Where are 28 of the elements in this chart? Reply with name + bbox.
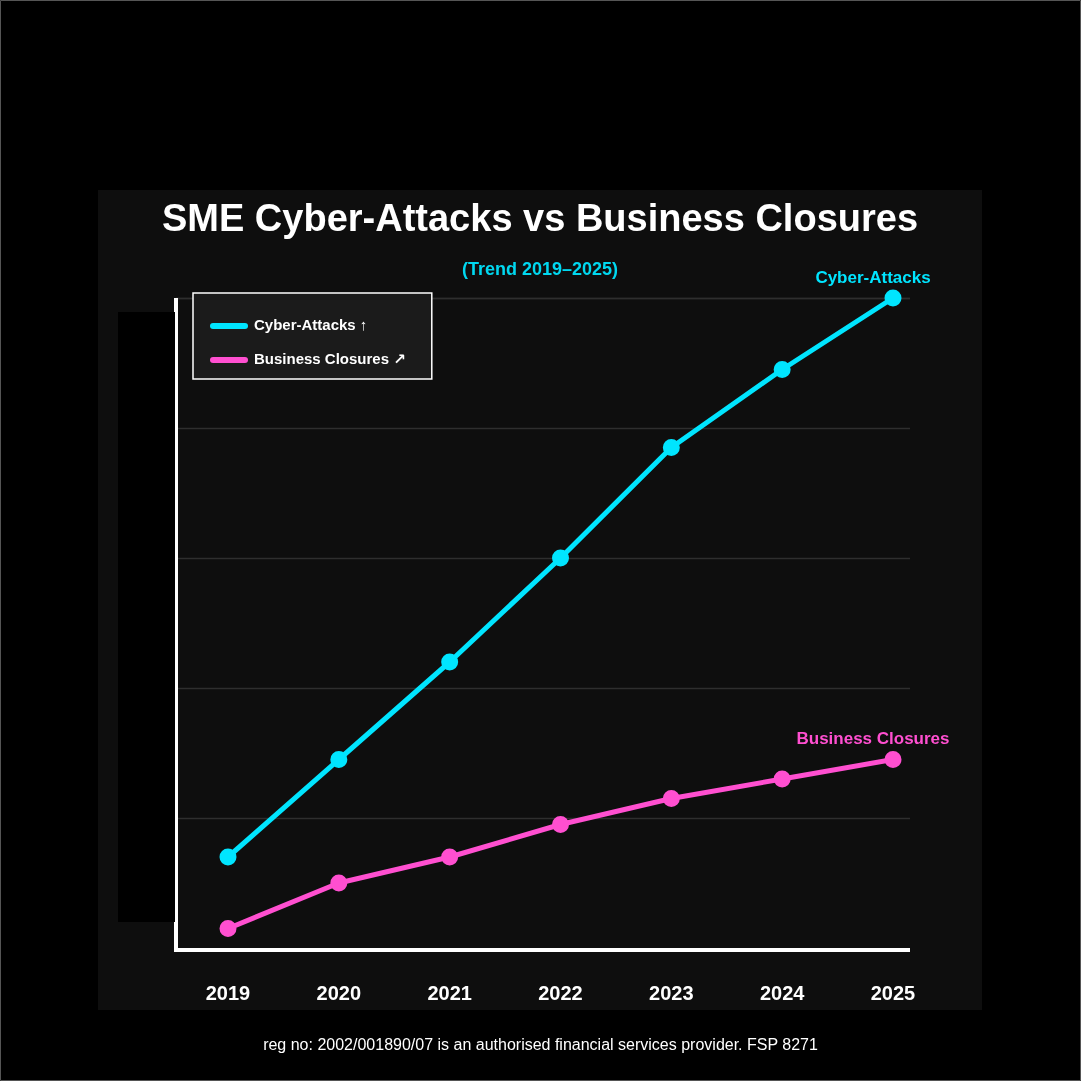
point bbox=[552, 549, 569, 567]
point bbox=[552, 816, 569, 833]
x-tick-label: 2019 bbox=[205, 981, 251, 1004]
point bbox=[884, 751, 902, 768]
annotation: Cyber-Attacks bbox=[815, 267, 931, 287]
point bbox=[441, 848, 459, 866]
point bbox=[330, 874, 348, 892]
legend-label: Cyber-Attacks ↑ bbox=[254, 316, 368, 334]
x-tick-label: 2022 bbox=[538, 981, 583, 1004]
annotation: Business Closures bbox=[796, 729, 950, 749]
point bbox=[219, 920, 237, 937]
chart-subtitle: (Trend 2019–2025) bbox=[461, 258, 619, 279]
point bbox=[219, 848, 237, 866]
point bbox=[662, 439, 680, 456]
point bbox=[773, 361, 791, 378]
point bbox=[773, 770, 791, 788]
x-tick-label: 2024 bbox=[759, 981, 806, 1004]
text: reg no: 2002/001890/07 is an authorised financial services provider. FSP 8271 bbox=[263, 1036, 818, 1054]
x-tick-label: 2021 bbox=[427, 981, 472, 1004]
x-tick-label: 2020 bbox=[316, 981, 362, 1004]
point bbox=[330, 751, 348, 768]
x-tick-label: 2025 bbox=[870, 981, 916, 1004]
point bbox=[441, 653, 459, 671]
point bbox=[662, 790, 680, 807]
chart-title: SME Cyber-Attacks vs Business Closures bbox=[161, 197, 919, 240]
x-tick-label: 2023 bbox=[649, 981, 694, 1004]
point bbox=[884, 289, 902, 307]
legend-label: Business Closures ↗ bbox=[254, 350, 406, 368]
